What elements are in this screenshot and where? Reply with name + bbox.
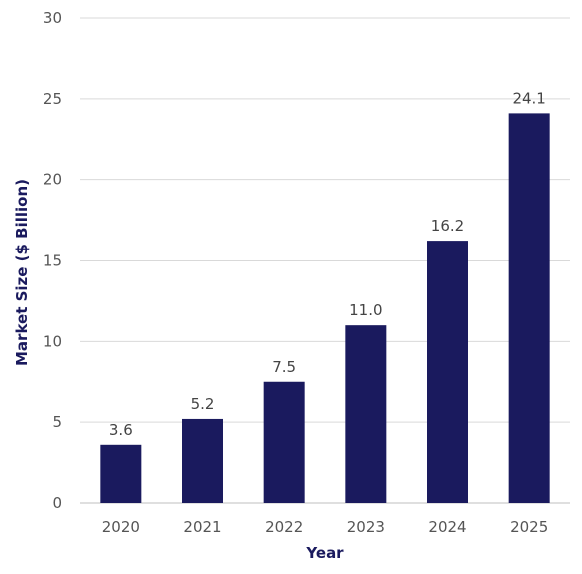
y-axis-ticks: 0 5 10 15 20 25 30 [43, 9, 62, 512]
data-label-2020: 3.6 [109, 421, 133, 439]
bars [100, 113, 550, 503]
x-tick-label-2024: 2024 [428, 518, 466, 536]
data-label-2024: 16.2 [431, 217, 464, 235]
bar-2020 [100, 444, 142, 503]
bar-2022 [263, 381, 305, 503]
x-axis-ticks: 2020 2021 2022 2023 2024 2025 [102, 518, 549, 536]
data-label-2025: 24.1 [512, 89, 545, 107]
data-labels: 3.6 5.2 7.5 11.0 16.2 24.1 [109, 89, 546, 438]
x-tick-label-2023: 2023 [347, 518, 385, 536]
y-tick-label: 20 [43, 171, 62, 189]
y-tick-label: 0 [52, 494, 62, 512]
y-tick-label: 10 [43, 332, 62, 350]
bar-2023 [345, 325, 387, 503]
y-tick-label: 25 [43, 90, 62, 108]
data-label-2023: 11.0 [349, 301, 382, 319]
bar-2021 [182, 418, 223, 503]
x-tick-label-2020: 2020 [102, 518, 140, 536]
data-label-2022: 7.5 [272, 358, 296, 376]
y-tick-label: 30 [43, 9, 62, 27]
x-tick-label-2022: 2022 [265, 518, 303, 536]
gridlines [80, 17, 570, 504]
x-tick-label-2021: 2021 [183, 518, 221, 536]
data-label-2021: 5.2 [191, 395, 215, 413]
x-tick-label-2025: 2025 [510, 518, 548, 536]
bar-2024 [427, 241, 468, 503]
x-axis-title: Year [305, 544, 344, 562]
bar-2025 [508, 113, 550, 503]
y-tick-label: 5 [52, 413, 62, 431]
y-axis-title: Market Size ($ Billion) [13, 179, 31, 366]
y-tick-label: 15 [43, 252, 62, 270]
